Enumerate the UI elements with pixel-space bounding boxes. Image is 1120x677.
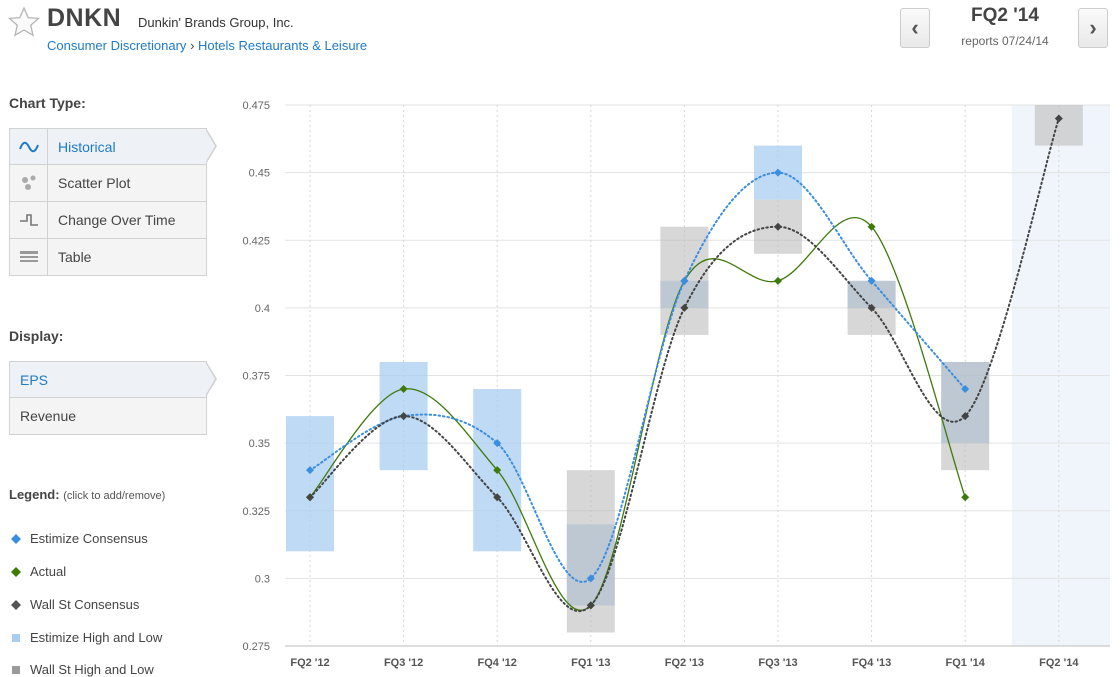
data-point-estimize-consensus bbox=[867, 276, 876, 285]
chevron-left-icon: ‹ bbox=[911, 15, 919, 40]
y-tick-label: 0.35 bbox=[249, 438, 270, 450]
data-point-wall-st-consensus bbox=[306, 493, 314, 502]
data-point-wall-st-consensus bbox=[961, 412, 970, 421]
chart-type-change-over-time[interactable]: Change Over Time bbox=[9, 202, 207, 239]
y-tick-label: 0.45 bbox=[249, 168, 270, 180]
data-point-estimize-consensus bbox=[680, 276, 689, 285]
chart-type-label-historical: Historical bbox=[58, 138, 116, 155]
chart-type-label-scatter: Scatter Plot bbox=[58, 175, 131, 191]
y-tick-label: 0.275 bbox=[242, 641, 270, 653]
data-point-actual bbox=[774, 276, 782, 285]
data-point-wall-st-consensus bbox=[586, 601, 595, 610]
legend-item-estimize-consensus[interactable]: Estimize Consensus bbox=[9, 531, 148, 546]
estimize-range-bar bbox=[286, 416, 334, 552]
data-point-wall-st-consensus bbox=[399, 412, 408, 421]
diamond-marker-icon bbox=[9, 598, 23, 612]
legend-label: Legend: bbox=[9, 487, 60, 502]
chart-type-label-change: Change Over Time bbox=[58, 212, 176, 228]
data-point-estimize-consensus bbox=[493, 439, 502, 448]
table-icon bbox=[10, 239, 48, 275]
display-menu: EPS Revenue bbox=[9, 361, 217, 435]
chart-type-table[interactable]: Table bbox=[9, 239, 207, 276]
x-tick-label: FQ4 '12 bbox=[478, 657, 517, 669]
display-label-eps: EPS bbox=[20, 371, 49, 388]
display-option-revenue[interactable]: Revenue bbox=[9, 398, 207, 435]
square-marker-icon bbox=[9, 631, 23, 645]
legend-item-estimize-high-low[interactable]: Estimize High and Low bbox=[9, 630, 162, 645]
legend-hint: (click to add/remove) bbox=[63, 490, 166, 502]
ticker-symbol: DNKN bbox=[47, 4, 122, 32]
legend-label-estimize: Estimize Consensus bbox=[30, 531, 148, 546]
data-point-estimize-consensus bbox=[586, 574, 595, 583]
chart-type-label: Chart Type: bbox=[9, 95, 86, 111]
scatter-icon bbox=[10, 165, 48, 201]
legend-label-wallst: Wall St Consensus bbox=[30, 597, 140, 612]
next-quarter-button[interactable]: › bbox=[1078, 8, 1108, 48]
breadcrumb-separator: › bbox=[190, 38, 195, 53]
data-point-actual bbox=[961, 493, 970, 502]
data-point-estimize-consensus bbox=[306, 466, 314, 475]
y-tick-label: 0.3 bbox=[255, 573, 270, 585]
data-point-estimize-consensus bbox=[961, 385, 970, 394]
data-point-wall-st-consensus bbox=[493, 493, 502, 502]
favorite-star-icon[interactable] bbox=[8, 6, 40, 38]
x-tick-label: FQ3 '12 bbox=[384, 657, 423, 669]
legend-item-wall-st-high-low[interactable]: Wall St High and Low bbox=[9, 662, 154, 677]
quarter-title: FQ2 '14 bbox=[971, 5, 1039, 26]
y-tick-label: 0.325 bbox=[242, 506, 270, 518]
x-tick-label: FQ3 '13 bbox=[758, 657, 797, 669]
diamond-marker-icon bbox=[9, 532, 23, 546]
x-tick-label: FQ2 '12 bbox=[290, 657, 329, 669]
active-arrow bbox=[205, 361, 217, 397]
wallst-range-bar bbox=[1034, 105, 1083, 146]
y-tick-label: 0.425 bbox=[242, 235, 270, 247]
data-point-wall-st-consensus bbox=[867, 303, 876, 312]
step-icon bbox=[10, 202, 48, 238]
previous-quarter-button[interactable]: ‹ bbox=[900, 8, 930, 48]
y-tick-label: 0.4 bbox=[255, 303, 270, 315]
chart-type-scatter-plot[interactable]: Scatter Plot bbox=[9, 165, 207, 202]
legend-item-wall-st-consensus[interactable]: Wall St Consensus bbox=[9, 597, 139, 612]
chart-type-label-table: Table bbox=[58, 249, 92, 265]
legend-item-actual[interactable]: Actual bbox=[9, 564, 66, 579]
display-label-revenue: Revenue bbox=[20, 408, 77, 424]
series-line-estimize-consensus bbox=[309, 171, 967, 583]
square-marker-icon bbox=[9, 663, 23, 677]
legend-label-estimize-hl: Estimize High and Low bbox=[30, 630, 163, 645]
wave-icon bbox=[10, 129, 48, 164]
data-point-estimize-consensus bbox=[774, 168, 782, 177]
data-point-actual bbox=[493, 466, 502, 475]
legend-label-wallst-hl: Wall St High and Low bbox=[30, 662, 154, 677]
data-point-wall-st-consensus bbox=[1054, 114, 1063, 123]
data-point-wall-st-consensus bbox=[774, 222, 782, 231]
display-label: Display: bbox=[9, 328, 64, 344]
x-tick-label: FQ4 '13 bbox=[852, 657, 891, 669]
chart-type-historical[interactable]: Historical bbox=[9, 128, 217, 165]
data-point-wall-st-consensus bbox=[680, 303, 689, 312]
data-point-actual bbox=[867, 222, 876, 231]
report-date: reports 07/24/14 bbox=[961, 34, 1049, 48]
breadcrumb: Consumer Discretionary › Hotels Restaura… bbox=[47, 38, 367, 53]
x-tick-label: FQ2 '14 bbox=[1039, 657, 1079, 669]
x-tick-label: FQ2 '13 bbox=[665, 657, 704, 669]
active-arrow bbox=[205, 128, 217, 164]
y-tick-label: 0.475 bbox=[242, 100, 270, 112]
chevron-right-icon: › bbox=[1089, 15, 1097, 40]
diamond-marker-icon bbox=[9, 565, 23, 579]
company-name: Dunkin' Brands Group, Inc. bbox=[138, 15, 294, 30]
legend-label-actual: Actual bbox=[30, 564, 67, 579]
x-tick-label: FQ1 '14 bbox=[946, 657, 986, 669]
x-tick-label: FQ1 '13 bbox=[571, 657, 610, 669]
display-option-eps[interactable]: EPS bbox=[9, 361, 217, 398]
y-tick-label: 0.375 bbox=[242, 371, 270, 383]
breadcrumb-sector-link[interactable]: Consumer Discretionary bbox=[47, 38, 187, 53]
chart-type-menu: Historical Scatter Plot Change Over Time… bbox=[9, 128, 217, 276]
breadcrumb-industry-link[interactable]: Hotels Restaurants & Leisure bbox=[198, 38, 368, 53]
data-point-actual bbox=[399, 385, 408, 394]
legend-title: Legend: (click to add/remove) bbox=[9, 487, 165, 502]
